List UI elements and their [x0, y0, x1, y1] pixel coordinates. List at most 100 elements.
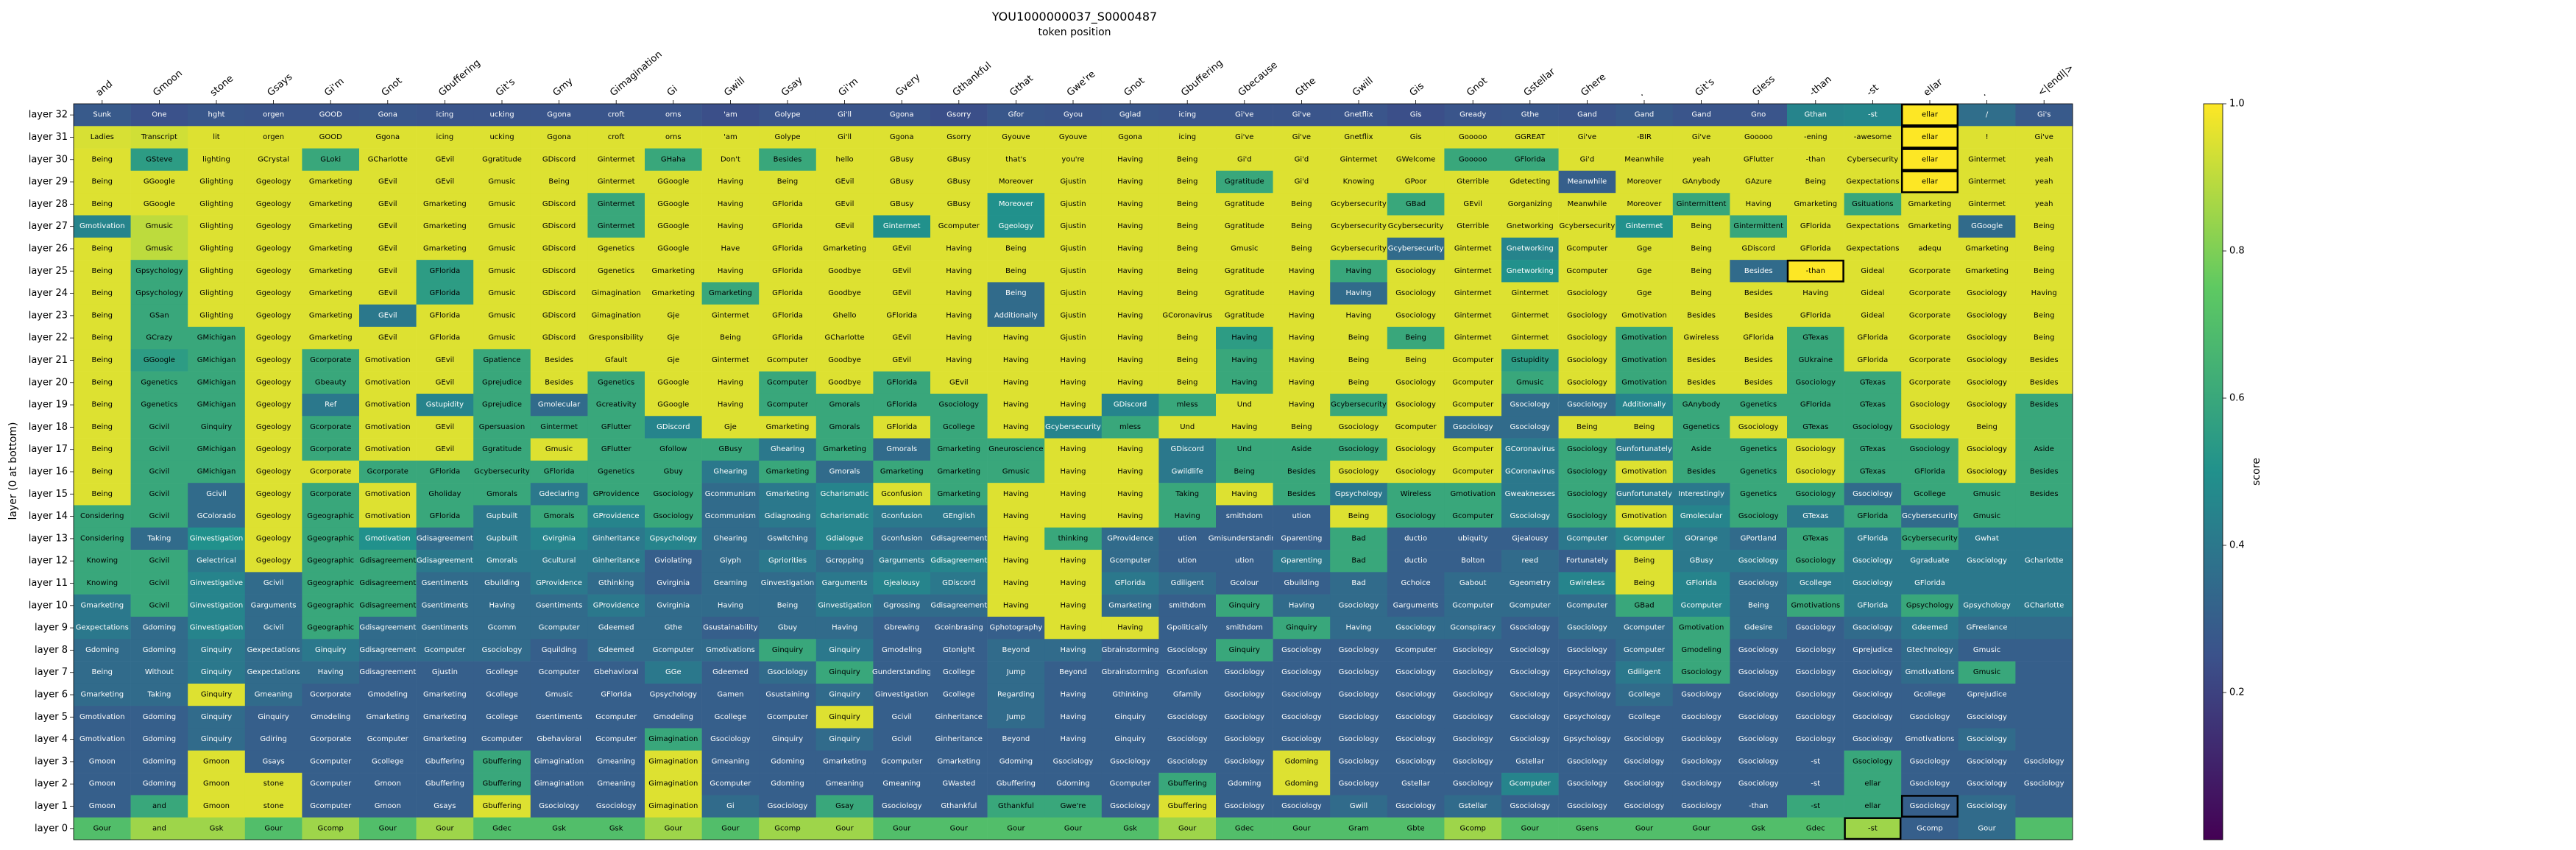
heatmap-cell: [1158, 327, 1217, 350]
cell-token-label: Gsorry: [946, 111, 971, 119]
cell-token-label: Gcomputer: [1566, 267, 1608, 275]
cell-token-label: GEvil: [436, 378, 455, 386]
cell-token-label: Gready: [1459, 111, 1486, 119]
heatmap-cell: [2015, 237, 2073, 261]
cell-token-label: Gcomputer: [767, 356, 809, 364]
cell-token-label: Having: [2031, 289, 2057, 297]
cell-token-label: !: [1986, 133, 1989, 141]
heatmap-cell: [987, 371, 1045, 394]
cell-token-label: -awesome: [1854, 133, 1892, 141]
cell-token-label: Ginquiry: [258, 713, 289, 721]
heatmap-cell: [188, 371, 246, 394]
heatmap-cell: [1444, 393, 1502, 417]
cell-token-label: Goodbye: [828, 289, 861, 297]
cell-token-label: Gdisagreement: [930, 534, 987, 542]
cell-token-label: Ginvestigation: [190, 534, 243, 542]
heatmap-cell: [1387, 393, 1445, 417]
cell-token-label: Gmeaning: [597, 780, 635, 788]
cell-token-label: Goodbye: [828, 378, 861, 386]
cell-token-label: Ggeology: [256, 311, 291, 319]
cell-token-label: Having: [1117, 334, 1143, 342]
heatmap-cell: [1387, 616, 1445, 640]
cell-token-label: Taking: [1175, 490, 1199, 498]
heatmap-cell: [1216, 572, 1273, 595]
cell-token-label: Gwireless: [1569, 579, 1604, 587]
cell-token-label: Gbrainstorming: [1102, 668, 1159, 676]
heatmap-cell: [2015, 527, 2073, 550]
cell-token-label: Ggona: [547, 111, 571, 119]
cell-token-label: One: [152, 111, 166, 119]
heatmap-cell: [1444, 327, 1502, 350]
heatmap-cell: [1444, 349, 1502, 372]
heatmap-cell: [1787, 327, 1844, 350]
cell-token-label: GFlorida: [1800, 401, 1831, 409]
heatmap-cell: [1787, 393, 1844, 417]
heatmap-cell: [873, 349, 931, 372]
heatmap-cell: [302, 483, 360, 506]
cell-token-label: Gsociology: [1281, 691, 1322, 699]
cell-token-label: Gdoming: [143, 646, 176, 654]
heatmap-cell: [759, 639, 817, 662]
cell-token-label: Gsociology: [1395, 624, 1436, 632]
heatmap-cell: [987, 706, 1045, 729]
cell-token-label: Gsentiments: [422, 624, 469, 632]
heatmap-cell: [188, 104, 246, 127]
heatmap-cell: [1901, 616, 1959, 640]
cell-token-label: Gi'd: [1295, 155, 1309, 163]
heatmap-cell: [74, 572, 131, 595]
row-tick-label: layer 12: [29, 556, 68, 567]
cell-token-label: lighting: [202, 155, 230, 163]
heatmap-cell: [1787, 260, 1844, 283]
cell-token-label: Having: [1117, 244, 1143, 252]
heatmap-cell: [188, 639, 246, 662]
cell-token-label: Ginquiry: [201, 713, 232, 721]
cell-token-label: Gand: [1577, 111, 1597, 119]
heatmap-cell: [1044, 371, 1103, 394]
cell-token-label: Gsociology: [1624, 802, 1665, 810]
cell-token-label: Gsociology: [1395, 691, 1436, 699]
heatmap-cell: [587, 483, 645, 506]
heatmap-cell: [759, 683, 817, 706]
cell-token-label: Gdeemed: [1912, 624, 1948, 632]
heatmap-cell: [302, 148, 360, 171]
heatmap-cell: [302, 126, 360, 149]
cell-token-label: Having: [318, 668, 344, 676]
cell-token-label: Ggeology: [999, 222, 1034, 230]
heatmap-cell: [930, 550, 988, 573]
cell-token-label: Gsociology: [1510, 624, 1550, 632]
cell-token-label: GEvil: [378, 289, 397, 297]
heatmap-cell: [1672, 104, 1730, 127]
cell-token-label: GGoogle: [657, 222, 689, 230]
heatmap-cell: [416, 683, 474, 706]
cell-token-label: Being: [1005, 244, 1026, 252]
heatmap-cell: [759, 416, 817, 439]
cell-token-label: GSan: [149, 311, 169, 319]
heatmap-cell: [1501, 550, 1559, 573]
cell-token-label: Gcoinbrasing: [935, 624, 983, 632]
heatmap-cell: [873, 483, 931, 506]
cell-token-label: Ggenetics: [1740, 401, 1777, 409]
heatmap-cell: [815, 572, 874, 595]
row-tick-label: layer 10: [29, 600, 68, 611]
heatmap-cell: [587, 683, 645, 706]
cell-token-label: Gelectrical: [197, 557, 236, 565]
heatmap-cell: [1101, 661, 1159, 684]
cell-token-label: Gsociology: [1738, 780, 1779, 788]
cell-token-label: Gmarketing: [423, 691, 467, 699]
cell-token-label: -st: [1868, 824, 1878, 832]
heatmap-cell: [244, 260, 302, 283]
heatmap-cell: [1387, 215, 1445, 238]
cell-token-label: Having: [1289, 267, 1314, 275]
cell-token-label: Being: [720, 334, 740, 342]
heatmap-cell: [74, 616, 131, 640]
heatmap-cell: [2015, 349, 2073, 372]
heatmap-cell: [130, 639, 188, 662]
column-tick-label: Gis: [1408, 80, 1426, 99]
cell-token-label: Ginquiry: [829, 735, 860, 743]
cell-token-label: GEvil: [835, 222, 854, 230]
heatmap-cell: [1273, 594, 1331, 617]
heatmap-cell: [1787, 237, 1844, 261]
heatmap-cell: [987, 237, 1045, 261]
cell-token-label: icing: [1178, 133, 1196, 141]
column-tick-label: Gbuffering: [436, 57, 482, 99]
